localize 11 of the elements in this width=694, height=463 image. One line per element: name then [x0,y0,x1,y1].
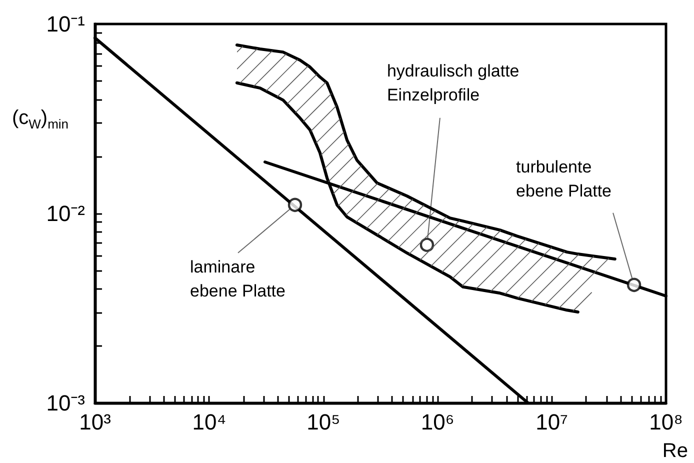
annotation: hydraulisch glatte Einzelprofile [386,61,520,104]
annotation: laminare ebene Platte [190,257,286,300]
y-tick-label: 10⁻² [46,201,85,226]
x-tick-label: 10⁸ [649,410,683,434]
y-tick-label: 10⁻¹ [46,12,85,36]
x-tick-label: 10⁵ [306,410,340,434]
x-tick-label: 10⁶ [420,410,454,434]
x-tick-label: 10⁴ [192,410,226,434]
x-axis-title: Re [662,440,688,462]
x-tick-label: 10⁷ [536,410,568,434]
annotation: turbulente ebene Platte [516,157,612,200]
